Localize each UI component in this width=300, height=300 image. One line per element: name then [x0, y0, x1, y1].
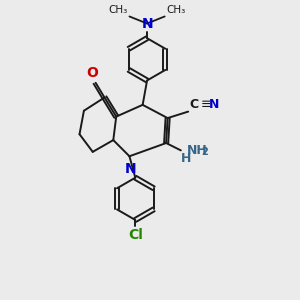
Text: NH: NH	[187, 144, 208, 157]
Text: C: C	[190, 98, 199, 111]
Text: N: N	[141, 17, 153, 31]
Text: CH₃: CH₃	[166, 5, 185, 15]
Text: H: H	[181, 152, 192, 165]
Text: N: N	[209, 98, 220, 111]
Text: O: O	[86, 67, 98, 80]
Text: 2: 2	[201, 147, 208, 158]
Text: ≡: ≡	[200, 98, 211, 111]
Text: N: N	[125, 161, 137, 176]
Text: Cl: Cl	[128, 228, 143, 242]
Text: CH₃: CH₃	[109, 5, 128, 15]
